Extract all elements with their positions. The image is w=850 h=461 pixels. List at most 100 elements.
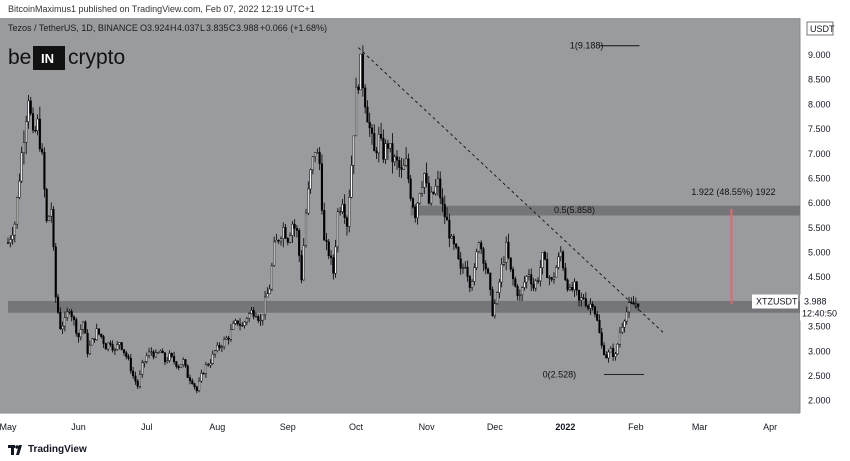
- candle-body: [100, 333, 103, 337]
- candle-body: [607, 351, 610, 359]
- candle-body: [84, 321, 87, 334]
- candle-body: [307, 188, 310, 214]
- candle-body: [175, 361, 178, 367]
- candle-body: [225, 337, 228, 340]
- price-chart[interactable]: 1(9.188) 0.5(5.858) 0(2.528) 1.922 (48.55%)…: [0, 18, 850, 440]
- candle-body: [366, 106, 369, 123]
- y-tick-label: 7.000: [808, 149, 831, 159]
- candle-body: [95, 328, 98, 341]
- candle-body: [514, 278, 517, 287]
- candle-body: [339, 211, 342, 213]
- candle-body: [150, 351, 153, 353]
- candle-body: [587, 305, 590, 309]
- candle-body: [471, 281, 474, 288]
- candle-body: [516, 286, 519, 297]
- candle-body: [500, 264, 503, 283]
- candle-body: [543, 251, 546, 260]
- y-tick-label: 2.500: [808, 371, 831, 381]
- y-tick-label: 9.000: [808, 50, 831, 60]
- candle-body: [423, 173, 426, 188]
- candle-body: [389, 143, 392, 149]
- candle-body: [391, 143, 394, 163]
- candle-body: [79, 329, 82, 338]
- candle-body: [293, 223, 296, 229]
- candle-body: [122, 349, 126, 353]
- candle-body: [632, 302, 635, 305]
- candle-body: [459, 258, 462, 269]
- candle-body: [143, 361, 146, 364]
- candle-body: [593, 306, 596, 315]
- candle-body: [380, 134, 383, 139]
- footer: TradingView: [0, 440, 850, 461]
- candle-body: [623, 320, 626, 328]
- ohlc-change: +0.066 (+1.68%): [260, 23, 327, 33]
- candle-body: [382, 137, 385, 160]
- candle-body: [47, 215, 50, 222]
- candle-body: [134, 375, 137, 382]
- candle-body: [238, 323, 242, 326]
- candle-body: [127, 356, 130, 359]
- ohlc-close-label: C: [229, 23, 236, 33]
- candle-body: [188, 377, 192, 381]
- candle-body: [591, 303, 594, 308]
- candle-body: [88, 344, 91, 355]
- candle-body: [375, 150, 378, 154]
- candle-body: [254, 316, 258, 318]
- candle-body: [350, 165, 353, 198]
- candle-body: [77, 333, 80, 338]
- candle-body: [227, 337, 230, 340]
- candle-body: [625, 311, 628, 322]
- candle-body: [557, 256, 560, 268]
- ohlc-close: 3.988: [236, 23, 259, 33]
- candle-body: [43, 151, 46, 190]
- candle-body: [416, 202, 419, 219]
- candle-body: [207, 364, 210, 366]
- candle-body: [104, 343, 107, 350]
- candle-body: [502, 262, 505, 265]
- candle-body: [427, 182, 430, 204]
- candle-body: [477, 242, 480, 253]
- candle-body: [352, 135, 355, 166]
- x-tick-label: Nov: [419, 422, 436, 432]
- candle-body: [66, 311, 69, 318]
- fib-label: 1(9.188): [570, 41, 604, 51]
- candle-body: [555, 267, 558, 278]
- candle-body: [289, 235, 292, 243]
- candle-body: [318, 152, 321, 164]
- y-tick-label: 3.000: [808, 346, 831, 356]
- candle-body: [398, 159, 401, 168]
- candle-body: [584, 298, 587, 307]
- candle-body: [637, 303, 640, 307]
- candle-body: [473, 267, 476, 282]
- candle-body: [111, 344, 114, 351]
- candle-body: [34, 129, 37, 132]
- candle-body: [159, 350, 162, 353]
- candle-body: [141, 362, 144, 375]
- candle-body: [168, 353, 171, 361]
- candle-body: [63, 317, 66, 327]
- candle-body: [548, 277, 551, 279]
- candle-body: [38, 118, 41, 150]
- candle-body: [264, 296, 267, 316]
- watermark-in: IN: [41, 51, 54, 66]
- candle-body: [395, 156, 399, 161]
- candle-body: [54, 246, 57, 298]
- candle-body: [97, 328, 101, 335]
- candle-body: [598, 320, 601, 334]
- candle-body: [386, 143, 389, 149]
- fib-label: 0.5(5.858): [554, 205, 595, 215]
- candle-body: [577, 289, 581, 301]
- ohlc-high: 4.037: [177, 23, 200, 33]
- candle-body: [475, 251, 478, 268]
- chart-frame[interactable]: 1(9.188) 0.5(5.858) 0(2.528) 1.922 (48.55%)…: [0, 18, 850, 440]
- candle-body: [109, 342, 112, 345]
- candle-body: [486, 268, 490, 274]
- candle-body: [282, 227, 285, 239]
- pair-badge: [752, 294, 798, 309]
- ohlc-low: 3.835: [206, 23, 229, 33]
- candle-body: [107, 342, 110, 350]
- candle-body: [484, 263, 487, 270]
- candle-body: [596, 313, 599, 321]
- candle-body: [120, 342, 123, 350]
- candle-body: [332, 257, 335, 274]
